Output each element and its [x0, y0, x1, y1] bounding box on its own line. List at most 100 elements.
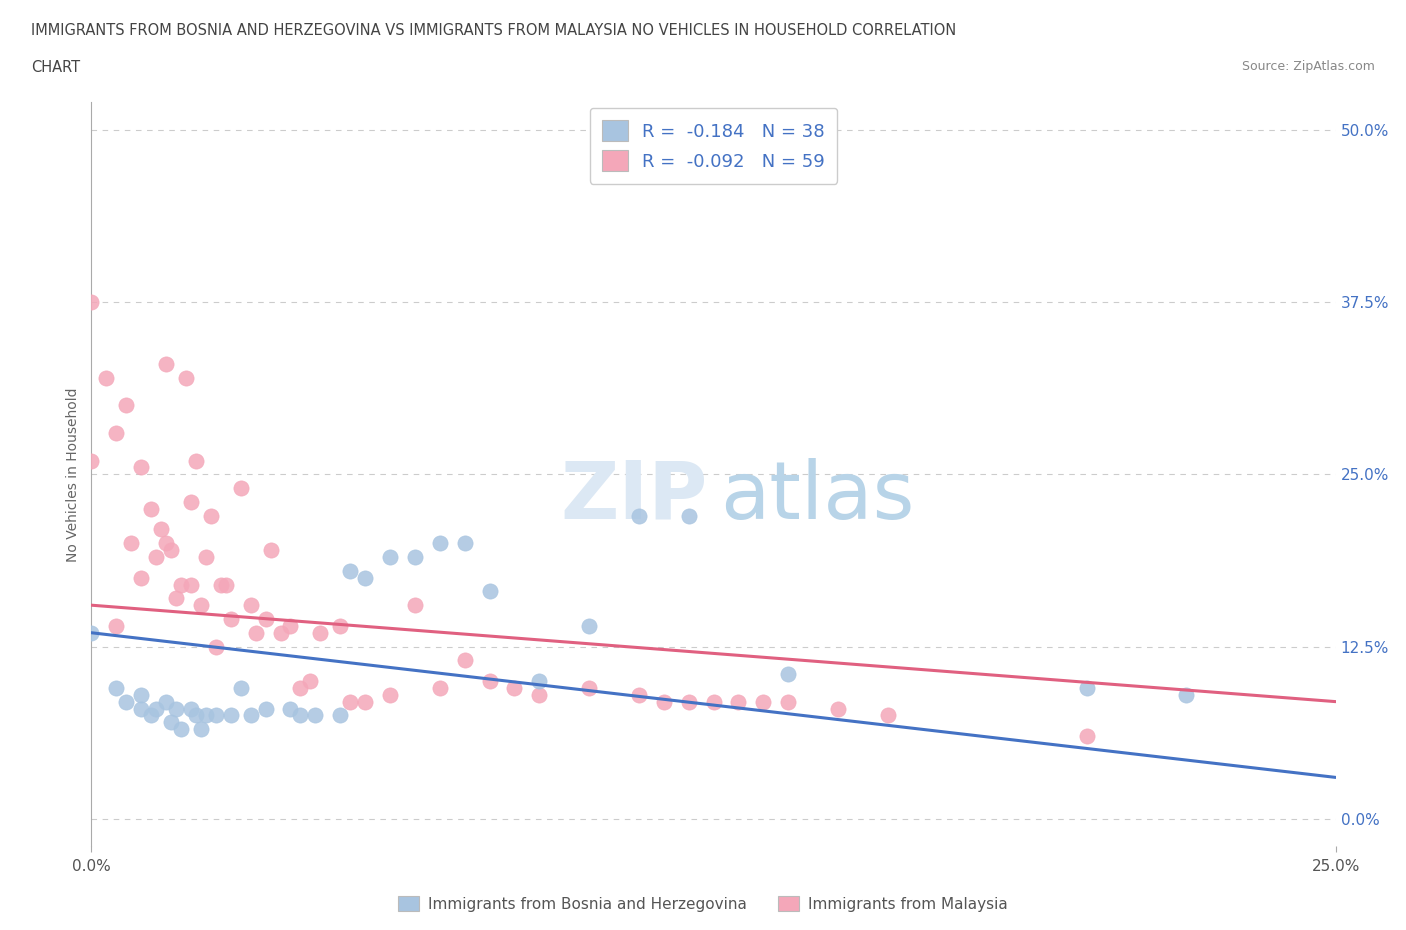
Point — [145, 550, 167, 565]
Text: ZIP: ZIP — [560, 458, 707, 536]
Point — [174, 370, 197, 385]
Point — [429, 681, 451, 696]
Point — [778, 667, 800, 682]
Point — [529, 687, 551, 702]
Point — [354, 570, 377, 585]
Point — [180, 578, 202, 592]
Point — [115, 398, 138, 413]
Point — [245, 625, 267, 640]
Point — [139, 708, 162, 723]
Point — [190, 722, 212, 737]
Point — [219, 612, 242, 627]
Point — [219, 708, 242, 723]
Point — [200, 508, 222, 523]
Point — [627, 508, 650, 523]
Point — [752, 694, 775, 709]
Point — [290, 708, 312, 723]
Point — [120, 536, 142, 551]
Point — [194, 708, 217, 723]
Point — [170, 578, 193, 592]
Point — [105, 681, 128, 696]
Point — [652, 694, 675, 709]
Point — [105, 618, 128, 633]
Point — [229, 481, 252, 496]
Point — [578, 618, 600, 633]
Y-axis label: No Vehicles in Household: No Vehicles in Household — [66, 387, 80, 562]
Point — [254, 612, 277, 627]
Point — [129, 460, 152, 475]
Point — [165, 701, 187, 716]
Point — [184, 453, 207, 468]
Point — [529, 673, 551, 688]
Legend: R =  -0.184   N = 38, R =  -0.092   N = 59: R = -0.184 N = 38, R = -0.092 N = 59 — [589, 108, 838, 183]
Point — [578, 681, 600, 696]
Point — [80, 453, 103, 468]
Point — [627, 687, 650, 702]
Point — [280, 618, 302, 633]
Point — [678, 694, 700, 709]
Point — [378, 687, 401, 702]
Point — [160, 542, 183, 557]
Point — [678, 508, 700, 523]
Point — [329, 708, 352, 723]
Point — [105, 426, 128, 441]
Point — [229, 681, 252, 696]
Point — [129, 701, 152, 716]
Point — [190, 598, 212, 613]
Point — [145, 701, 167, 716]
Point — [1076, 681, 1098, 696]
Point — [150, 522, 173, 537]
Point — [205, 708, 228, 723]
Point — [239, 598, 262, 613]
Point — [155, 536, 177, 551]
Point — [290, 681, 312, 696]
Point — [339, 564, 361, 578]
Point — [478, 673, 501, 688]
Point — [329, 618, 352, 633]
Text: CHART: CHART — [31, 60, 80, 75]
Point — [115, 694, 138, 709]
Point — [194, 550, 217, 565]
Point — [239, 708, 262, 723]
Point — [354, 694, 377, 709]
Point — [478, 584, 501, 599]
Point — [429, 536, 451, 551]
Point — [205, 639, 228, 654]
Point — [778, 694, 800, 709]
Point — [215, 578, 238, 592]
Text: Source: ZipAtlas.com: Source: ZipAtlas.com — [1241, 60, 1375, 73]
Point — [209, 578, 232, 592]
Point — [727, 694, 749, 709]
Point — [184, 708, 207, 723]
Point — [876, 708, 898, 723]
Point — [404, 598, 426, 613]
Text: atlas: atlas — [720, 458, 914, 536]
Point — [339, 694, 361, 709]
Point — [503, 681, 526, 696]
Text: IMMIGRANTS FROM BOSNIA AND HERZEGOVINA VS IMMIGRANTS FROM MALAYSIA NO VEHICLES I: IMMIGRANTS FROM BOSNIA AND HERZEGOVINA V… — [31, 23, 956, 38]
Point — [129, 687, 152, 702]
Point — [309, 625, 332, 640]
Point — [80, 295, 103, 310]
Point — [270, 625, 292, 640]
Point — [180, 701, 202, 716]
Point — [160, 715, 183, 730]
Point — [378, 550, 401, 565]
Point — [827, 701, 849, 716]
Point — [155, 356, 177, 371]
Point — [180, 495, 202, 510]
Point — [259, 542, 281, 557]
Point — [254, 701, 277, 716]
Point — [702, 694, 725, 709]
Point — [80, 625, 103, 640]
Point — [453, 653, 475, 668]
Point — [1175, 687, 1198, 702]
Point — [96, 370, 118, 385]
Point — [304, 708, 326, 723]
Point — [139, 501, 162, 516]
Point — [1076, 728, 1098, 743]
Point — [280, 701, 302, 716]
Point — [299, 673, 322, 688]
Point — [165, 591, 187, 605]
Point — [129, 570, 152, 585]
